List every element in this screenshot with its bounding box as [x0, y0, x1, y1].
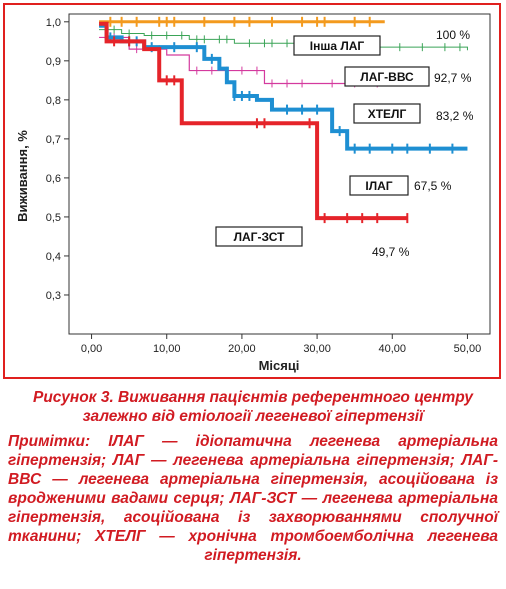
y-tick-label: 0,6 [46, 173, 61, 185]
survival-percent-label: 92,7 % [434, 71, 472, 85]
y-axis-title: Виживання, % [15, 130, 30, 222]
survival-percent-label: 83,2 % [436, 109, 474, 123]
survival-percent-label: 67,5 % [414, 179, 452, 193]
chart-axes: 0,3 0,4 0,5 0,6 0,7 0,8 0,9 1,0 0,00 10,00 20,00 30… [46, 13, 491, 355]
series-name-box [293, 35, 381, 56]
y-tick-label: 0,9 [46, 56, 61, 68]
x-tick-label: 40,00 [379, 343, 407, 355]
y-tick-label: 0,4 [46, 251, 61, 263]
survival-percent-label: 49,7 % [372, 245, 410, 259]
chart-labels: Інша ЛАГ 100 % ЛАГ-ВВС 92,7 % ХТЕЛГ 83,2 % ІЛА… [215, 28, 474, 259]
y-tick-label: 0,3 [46, 290, 61, 302]
series-name-label: ЛАГ-ВВС [360, 70, 414, 84]
x-tick-label: 50,00 [454, 343, 482, 355]
figure-frame [3, 3, 501, 379]
series-name-label: ІЛАГ [365, 179, 392, 193]
x-tick-label: 20,00 [228, 343, 256, 355]
x-tick-label: 0,00 [81, 343, 102, 355]
y-tick-label: 0,5 [46, 212, 61, 224]
survival-percent-label: 100 % [436, 28, 470, 42]
series-name-box [215, 226, 303, 247]
plot-area [68, 13, 491, 335]
y-tick-label: 1,0 [46, 17, 61, 29]
figure-notes: Примітки: ІЛАГ — ідіопатична легенева ар… [8, 433, 498, 564]
series-3-line [99, 23, 468, 151]
survival-chart: 0,3 0,4 0,5 0,6 0,7 0,8 0,9 1,0 0,00 10,00 20,00 30… [15, 13, 491, 373]
series-name-box [349, 175, 409, 196]
x-axis-title: Місяці [259, 358, 300, 373]
figure-caption: Рисунок 3. Виживання пацієнтів референтн… [32, 389, 473, 425]
series-name-box [344, 66, 430, 87]
series-name-label: ЛАГ-ЗСТ [234, 230, 285, 244]
x-tick-label: 30,00 [303, 343, 331, 355]
series-name-label: ХТЕЛГ [368, 107, 407, 121]
y-tick-label: 0,8 [46, 95, 61, 107]
y-tick-label: 0,7 [46, 134, 61, 146]
x-tick-label: 10,00 [153, 343, 181, 355]
series-name-box [353, 103, 421, 124]
series-4-line [99, 21, 408, 221]
series-name-label: Інша ЛАГ [310, 39, 365, 53]
